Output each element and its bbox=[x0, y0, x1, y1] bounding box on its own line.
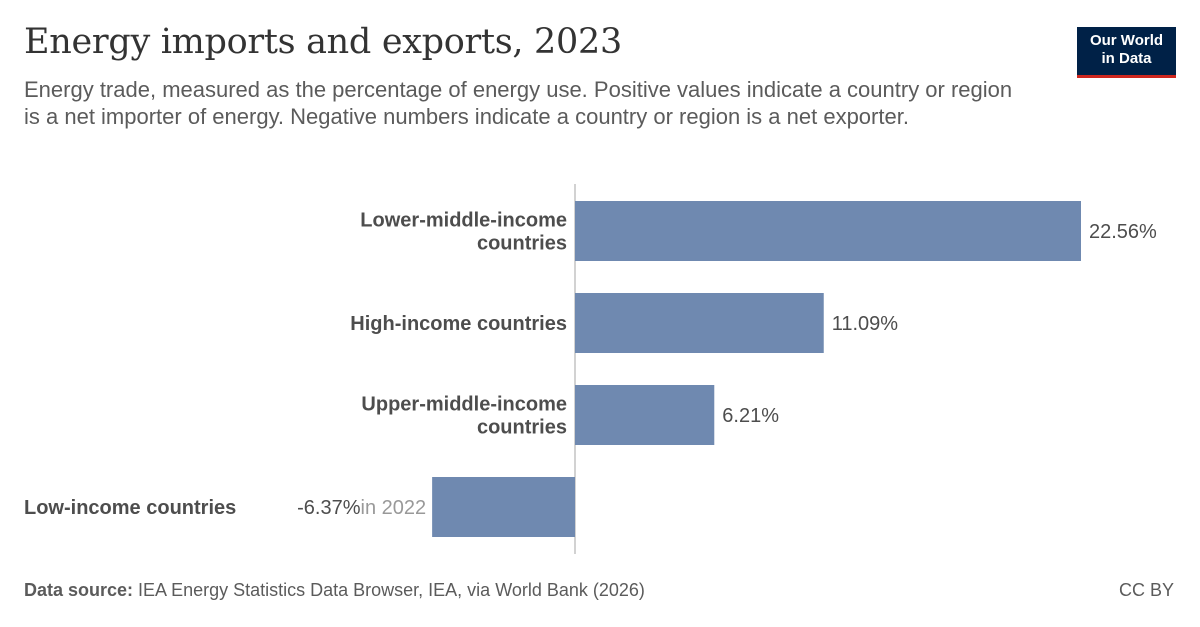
value-label-2: 11.09% bbox=[832, 313, 899, 335]
logo-line-1: Our World bbox=[1089, 32, 1164, 49]
value-label-3: 6.21% bbox=[722, 405, 779, 427]
value-text-4: -6.37% bbox=[297, 497, 361, 519]
value-label-4: -6.37%in 2022 bbox=[297, 497, 426, 519]
bar-2 bbox=[575, 293, 824, 353]
category-label-4: Low-income countries bbox=[24, 497, 236, 519]
owid-logo[interactable]: Our World in Data bbox=[1077, 27, 1176, 78]
chart-subtitle: Energy trade, measured as the percentage… bbox=[24, 77, 1013, 129]
category-label-3: Upper-middle-income countries bbox=[361, 394, 567, 439]
data-source-label: Data source: bbox=[24, 580, 134, 600]
data-source: Data source: IEA Energy Statistics Data … bbox=[24, 580, 645, 601]
logo-line-2: in Data bbox=[1101, 50, 1152, 67]
bar-1 bbox=[575, 201, 1081, 261]
bar-4 bbox=[432, 477, 575, 537]
value-note-4: in 2022 bbox=[361, 497, 427, 519]
bar-3 bbox=[575, 385, 715, 445]
category-label-2: High-income countries bbox=[350, 313, 567, 335]
category-label-1: Lower-middle-income countries bbox=[360, 210, 567, 255]
license-label[interactable]: CC BY bbox=[1118, 580, 1174, 600]
chart-title: Energy imports and exports, 2023 bbox=[24, 22, 622, 62]
value-label-1: 22.56% bbox=[1089, 221, 1157, 243]
data-source-text[interactable]: IEA Energy Statistics Data Browser, IEA,… bbox=[133, 580, 645, 600]
